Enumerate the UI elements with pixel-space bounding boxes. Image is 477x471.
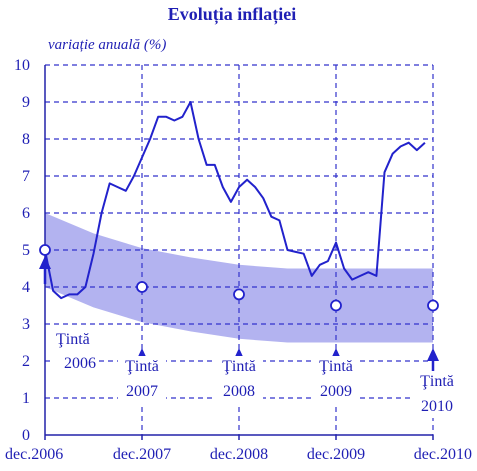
target-label-year: 2008 xyxy=(223,383,255,400)
target-label-bg xyxy=(118,356,166,403)
target-band-layer xyxy=(45,213,433,343)
target-marker xyxy=(330,299,342,312)
y-tick-label: 2 xyxy=(22,353,30,370)
x-tick-label: dec.2007 xyxy=(113,446,171,463)
y-tick-label: 10 xyxy=(14,57,30,74)
chart-title: Evoluția inflației xyxy=(168,4,297,25)
target-label-bg xyxy=(215,356,263,403)
y-tick-label: 7 xyxy=(22,168,30,185)
target-label-word: Ţintă xyxy=(56,331,90,348)
target-label-word: Ţintă xyxy=(420,373,454,390)
target-label-word: Ţintă xyxy=(125,358,159,375)
target-label-word: Ţintă xyxy=(319,358,353,375)
target-label-year: 2010 xyxy=(421,398,453,415)
target-label-year: 2009 xyxy=(320,383,352,400)
target-band xyxy=(45,213,433,343)
y-tick-label: 4 xyxy=(22,279,30,296)
target-marker xyxy=(427,299,439,312)
x-tick-label: dec.2009 xyxy=(307,446,365,463)
y-tick-label: 1 xyxy=(22,390,30,407)
target-marker xyxy=(233,288,245,301)
target-marker xyxy=(39,244,51,256)
target-label-bg xyxy=(52,330,96,374)
target-label-year: 2006 xyxy=(64,355,96,372)
target-arrow-head xyxy=(39,256,51,269)
y-tick-label: 3 xyxy=(22,316,30,333)
x-tick-label: dec.2008 xyxy=(210,446,268,463)
target-marker xyxy=(136,281,148,293)
series-layer xyxy=(44,101,426,300)
x-tick-label: dec.2010 xyxy=(414,446,472,463)
target-arrow-head xyxy=(427,348,439,362)
target-label-word: Ţintă xyxy=(222,358,256,375)
x-tick-label: dec.2006 xyxy=(5,446,63,463)
axes-layer: 0 1 2 3 4 5 6 7 8 9 10 dec.2006 dec.2007 dec.2008 dec.… xyxy=(5,57,472,463)
targets-layer: Ţintă 2006 Ţintă 2007 Ţintă 2008 Ţintă 2009 Ţint… xyxy=(39,244,461,418)
target-label-year: 2007 xyxy=(126,383,158,400)
y-tick-label: 9 xyxy=(22,94,30,111)
target-label-bg xyxy=(413,371,461,418)
y-tick-label: 8 xyxy=(22,131,30,148)
y-axis-label: variație anuală (%) xyxy=(48,37,166,53)
y-tick-label: 6 xyxy=(22,205,30,222)
y-tick-label: 0 xyxy=(22,427,30,444)
inflation-series-line xyxy=(44,101,426,300)
target-label-bg xyxy=(312,356,360,403)
y-tick-label: 5 xyxy=(22,242,30,259)
